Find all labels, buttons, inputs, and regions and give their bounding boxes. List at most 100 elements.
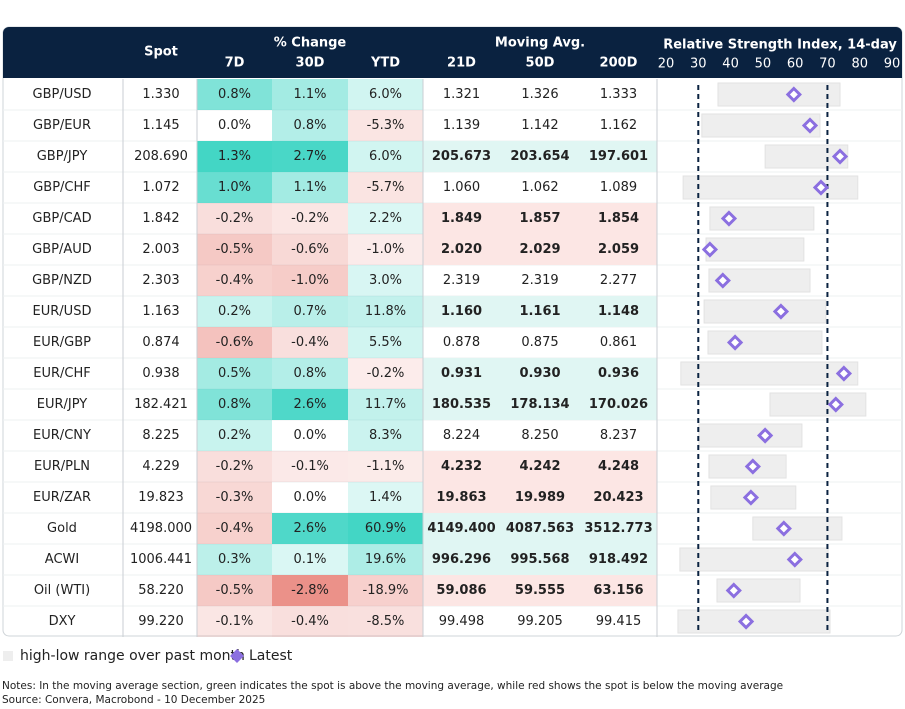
row-name: EUR/USD (33, 304, 92, 319)
ma-value: 1.854 (598, 211, 639, 226)
rsi-latest (701, 241, 719, 258)
change-value: -0.1% (291, 459, 329, 474)
spot: 1.163 (142, 304, 179, 319)
rsi-latest (756, 427, 774, 444)
change-cell (348, 451, 423, 482)
change-cell (272, 513, 348, 544)
change-cell (348, 265, 423, 296)
ma-value: 4.242 (519, 459, 560, 474)
ma-value: 8.224 (443, 428, 480, 443)
spot-header: Spot (144, 45, 178, 60)
change-value: -2.8% (291, 583, 329, 598)
change-value: 3.0% (369, 273, 402, 288)
rsi-latest (835, 365, 853, 382)
change-value: 1.0% (218, 180, 251, 195)
ma-value: 178.134 (510, 397, 569, 412)
spot: 8.225 (142, 428, 179, 443)
change-value: -18.9% (363, 583, 409, 598)
ma-value: 1.139 (443, 118, 480, 133)
change-cell (197, 513, 272, 544)
rsi-latest (742, 489, 760, 506)
row-name: GBP/CAD (32, 211, 91, 226)
x-tick-label: 90 (884, 57, 901, 72)
change-cell (272, 544, 348, 575)
rsi-latest (775, 520, 792, 537)
change-cell (197, 544, 272, 575)
change-value: -0.5% (216, 583, 254, 598)
ma-value: 99.205 (517, 614, 563, 629)
change-value: 1.1% (293, 180, 326, 195)
row-name: Oil (WTI) (34, 583, 90, 598)
rsi-range (717, 82, 841, 107)
change-cell (197, 420, 272, 451)
rsi-latest (812, 179, 830, 196)
x-tick-label: 80 (851, 57, 868, 72)
change-value: 0.8% (293, 366, 326, 381)
ma-row-bg (423, 575, 657, 606)
ma-row-bg (423, 451, 657, 482)
row-name: EUR/CHF (33, 366, 90, 381)
row-name: Gold (47, 521, 77, 536)
ma-value: 995.568 (510, 552, 569, 567)
rsi-latest (737, 613, 755, 630)
change-value: 5.5% (369, 335, 402, 350)
change-cell (197, 141, 272, 172)
ma-value: 0.936 (598, 366, 639, 381)
change-cell (272, 451, 348, 482)
x-tick-label: 50 (755, 57, 772, 72)
ma-value: 99.415 (596, 614, 642, 629)
change-value: -0.2% (367, 366, 405, 381)
ma-value: 1.161 (519, 304, 560, 319)
rsi-range (703, 299, 827, 324)
change-value: -0.4% (216, 273, 254, 288)
column-header: 200D (600, 56, 638, 71)
x-tick-label: 40 (722, 57, 739, 72)
source: Source: Convera, Macrobond - 10 December… (2, 694, 265, 706)
change-value: -0.4% (291, 335, 329, 350)
ma-value: 2.319 (521, 273, 558, 288)
ma-value: 1.060 (443, 180, 480, 195)
rsi-latest (720, 210, 738, 227)
spot: 99.220 (138, 614, 184, 629)
change-cell (272, 234, 348, 265)
change-value: -0.2% (216, 211, 254, 226)
ma-value: 2.020 (441, 242, 482, 257)
change-cell (348, 544, 423, 575)
ma-value: 2.277 (600, 273, 637, 288)
ma-value: 2.059 (598, 242, 639, 257)
spot: 0.874 (142, 335, 179, 350)
column-header: 30D (296, 56, 325, 71)
change-cell (348, 358, 423, 389)
ma-value: 4.232 (441, 459, 482, 474)
change-cell (348, 575, 423, 606)
spot: 1.072 (142, 180, 179, 195)
rsi-latest (801, 117, 819, 134)
change-cell (272, 141, 348, 172)
row-name: GBP/EUR (33, 118, 91, 133)
rsi-range (707, 330, 823, 355)
rsi-latest (827, 396, 844, 413)
change-value: 0.3% (218, 552, 251, 567)
notes: Notes: In the moving average section, gr… (2, 680, 783, 692)
row-name: EUR/CNY (33, 428, 91, 443)
row-name: EUR/ZAR (33, 490, 91, 505)
change-cell (272, 358, 348, 389)
column-header: 50D (526, 56, 555, 71)
header-band (3, 27, 902, 78)
change-value: 2.6% (293, 521, 326, 536)
ma-value: 1.849 (441, 211, 482, 226)
rsi-latest (786, 551, 803, 568)
change-cell (272, 265, 348, 296)
ma-value: 0.930 (519, 366, 560, 381)
spot: 182.421 (134, 397, 188, 412)
change-value: -0.2% (291, 211, 329, 226)
legend-range-label: high-low range over past month (20, 648, 245, 664)
column-header: 7D (225, 56, 245, 71)
change-value: 0.7% (293, 304, 326, 319)
column-header: YTD (370, 56, 400, 71)
change-value: -0.4% (291, 614, 329, 629)
change-value: -5.3% (367, 118, 405, 133)
change-cell (197, 172, 272, 203)
ma-row-bg (423, 544, 657, 575)
ma-value: 4087.563 (506, 521, 574, 536)
